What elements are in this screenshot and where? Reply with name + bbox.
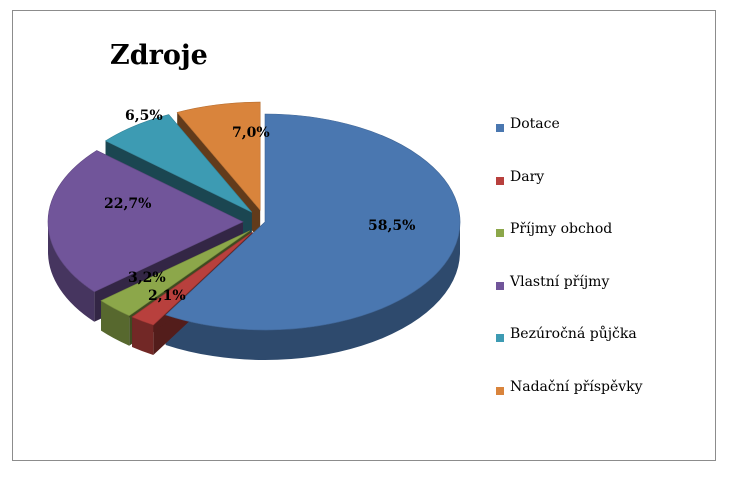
legend: Dotace Dary Příjmy obchod Vlastní příjmy Bez… bbox=[496, 116, 696, 431]
data-label-5: 7,0% bbox=[232, 125, 270, 141]
legend-swatch bbox=[496, 229, 504, 237]
pie-slice-dary bbox=[131, 231, 253, 326]
data-label-1: 2,1% bbox=[148, 288, 186, 304]
legend-label: Příjmy obchod bbox=[510, 221, 613, 237]
legend-item: Bezúročná půjčka bbox=[496, 326, 696, 379]
pie-rim-2-0 bbox=[101, 300, 130, 346]
pie-slice-dotace bbox=[165, 113, 461, 331]
legend-label: Bezúročná půjčka bbox=[510, 326, 637, 342]
pie-rim-1-0 bbox=[132, 316, 154, 356]
data-label-2: 3,2% bbox=[128, 270, 166, 286]
legend-label: Vlastní příjmy bbox=[510, 273, 610, 290]
legend-item: Příjmy obchod bbox=[496, 221, 696, 274]
legend-item: Dary bbox=[496, 169, 696, 222]
legend-swatch bbox=[496, 124, 504, 132]
data-label-4: 6,5% bbox=[125, 108, 163, 124]
pie-labels: 58,5% 2,1% 3,2% 22,7% 6,5% 7,0% bbox=[104, 108, 415, 304]
data-label-0: 58,5% bbox=[368, 218, 415, 234]
pie-slice-nada-n-p-sp-vky bbox=[176, 101, 261, 211]
pie-rim-3-0 bbox=[48, 221, 95, 322]
pie-slice-p-jmy-obchod bbox=[100, 230, 250, 317]
legend-swatch bbox=[496, 334, 504, 342]
legend-label: Dary bbox=[510, 168, 545, 185]
data-label-3: 22,7% bbox=[104, 196, 151, 212]
legend-item: Nadační příspěvky bbox=[496, 379, 696, 432]
legend-swatch bbox=[496, 386, 504, 395]
pie-tops bbox=[47, 101, 461, 331]
pie-slice-bez-ro-n-p-j-ka bbox=[104, 114, 253, 213]
legend-item: Dotace bbox=[496, 116, 696, 169]
legend-label: Nadační příspěvky bbox=[510, 378, 643, 395]
legend-item: Vlastní příjmy bbox=[496, 274, 696, 327]
pie-wall-1-1 bbox=[132, 232, 253, 347]
chart-title: Zdroje bbox=[110, 40, 208, 71]
legend-swatch bbox=[496, 281, 504, 290]
pie-rim-0-0 bbox=[165, 222, 460, 360]
legend-swatch bbox=[496, 176, 504, 185]
legend-label: Dotace bbox=[510, 116, 560, 132]
pie-slice-vlastn-p-jmy bbox=[47, 150, 244, 293]
